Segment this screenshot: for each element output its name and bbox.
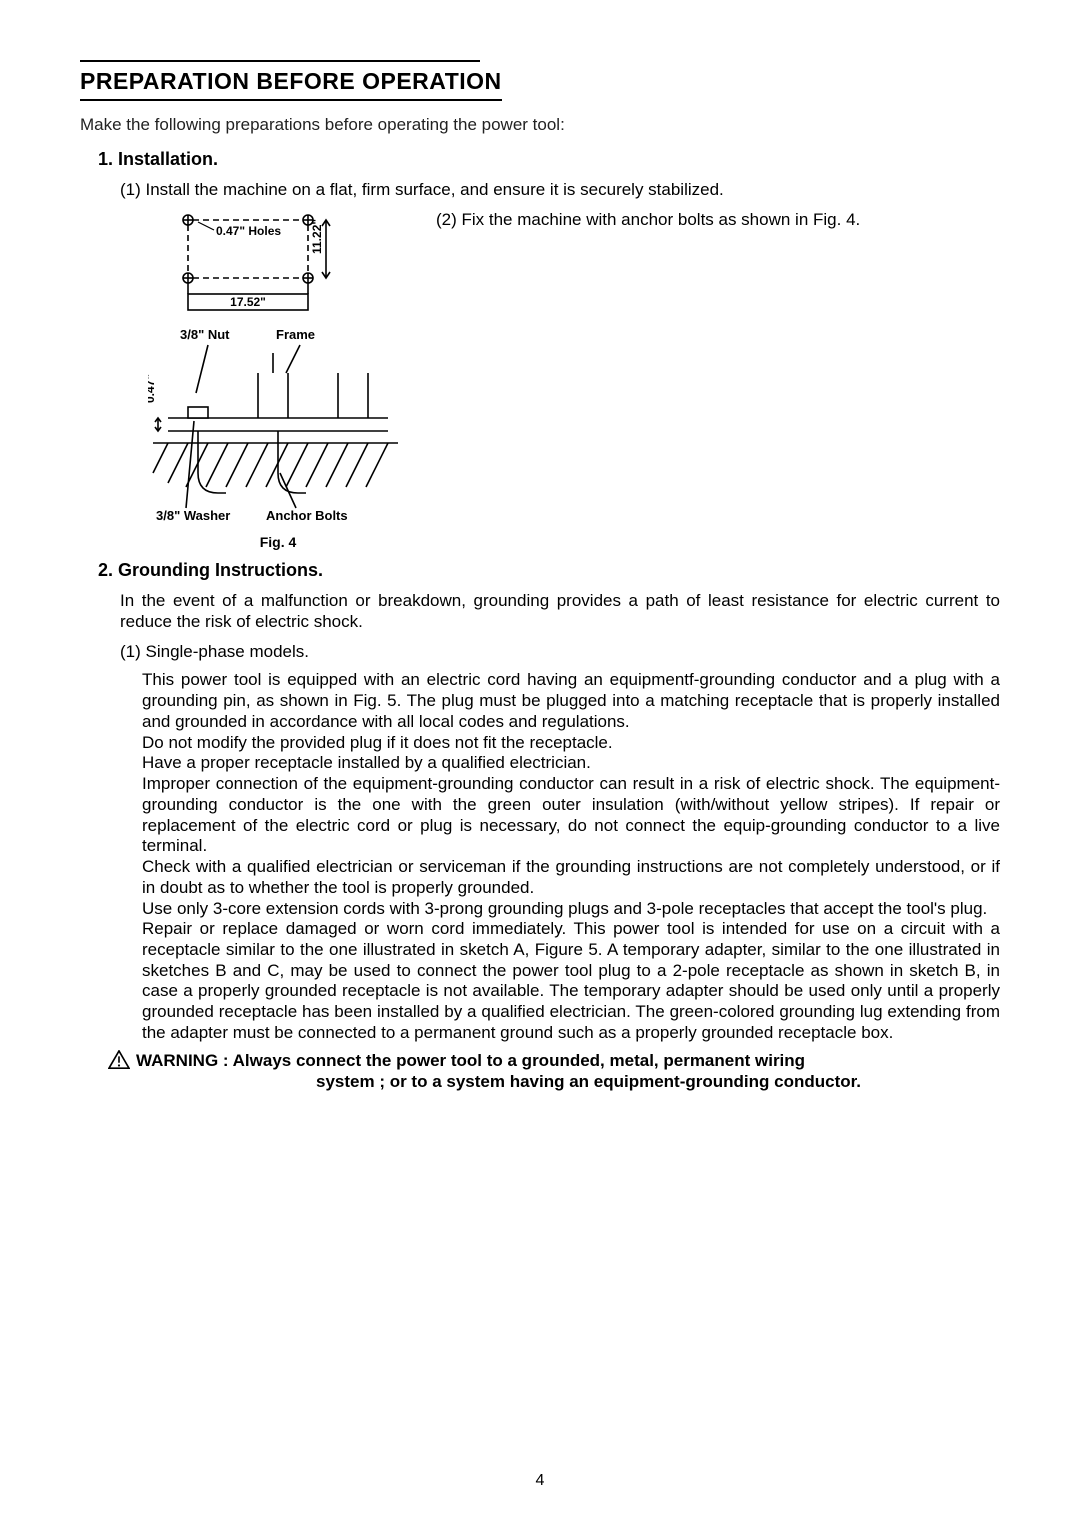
- page-number: 4: [0, 1472, 1080, 1490]
- section2-sub1: (1) Single-phase models.: [120, 642, 1000, 662]
- page-title: PREPARATION BEFORE OPERATION: [80, 68, 502, 101]
- top-rule: [80, 60, 480, 62]
- height-label: 11.22": [310, 219, 324, 254]
- section2-body: This power tool is equipped with an elec…: [142, 670, 1000, 1043]
- warning-icon: [108, 1050, 130, 1070]
- holes-label: 0.47" Holes: [216, 224, 281, 238]
- section1-item2: (2) Fix the machine with anchor bolts as…: [436, 210, 860, 230]
- section1-item1: (1) Install the machine on a flat, firm …: [120, 180, 1000, 200]
- section2-head: 2. Grounding Instructions.: [98, 560, 1000, 581]
- warning-line2: system ; or to a system having an equipm…: [316, 1072, 861, 1091]
- anchor-label: Anchor Bolts: [266, 508, 348, 523]
- section2-para1: In the event of a malfunction or breakdo…: [120, 591, 1000, 632]
- warning-block: WARNING : Always connect the power tool …: [108, 1050, 1000, 1093]
- nut-label: 3/8" Nut: [180, 327, 230, 342]
- fig4-caption: Fig. 4: [148, 534, 408, 550]
- washer-label: 3/8" Washer: [156, 508, 230, 523]
- diagram-top: 0.47" Holes 11.22" 17.52": [148, 208, 368, 318]
- warning-text: WARNING : Always connect the power tool …: [136, 1050, 861, 1093]
- figure-row: 0.47" Holes 11.22" 17.52": [148, 208, 1000, 550]
- intro-text: Make the following preparations before o…: [80, 115, 1000, 135]
- width-label: 17.52": [230, 295, 266, 309]
- section1-head: 1. Installation.: [98, 149, 1000, 170]
- warning-line1: Always connect the power tool to a groun…: [233, 1051, 805, 1070]
- diagram-side: 3/8" Nut Frame 0.47" 3/8" Washer Anchor …: [148, 323, 408, 523]
- frame-label: Frame: [276, 327, 315, 342]
- gap-label: 0.47": [148, 374, 157, 403]
- warning-label: WARNING :: [136, 1051, 229, 1070]
- figure-4: 0.47" Holes 11.22" 17.52": [148, 208, 408, 550]
